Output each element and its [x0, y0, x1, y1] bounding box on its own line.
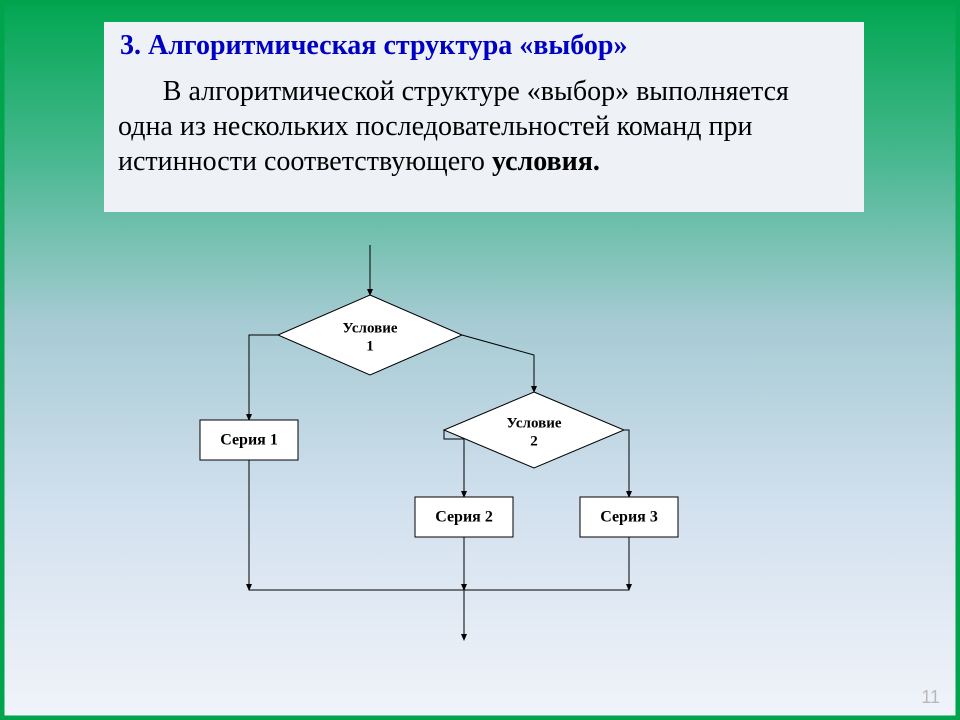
condition-2-diamond-label2: 2	[530, 433, 538, 449]
condition-1-diamond-label2: 1	[366, 338, 374, 354]
series-3-box-label: Серия 3	[600, 509, 658, 526]
series-2-box-label: Серия 2	[435, 509, 493, 526]
section-body: В алгоритмической структуре «выбор» выпо…	[118, 74, 850, 179]
series-1-box-label: Серия 1	[220, 432, 278, 449]
slide: Условие 1 Условие 2 Серия 1 Серия 2 Серия 3 3.…	[0, 0, 960, 720]
text-card: 3. Алгоритмическая структура «выбор» В а…	[104, 22, 864, 212]
section-title: 3. Алгоритмическая структура «выбор»	[120, 30, 850, 62]
page-number: 11	[921, 687, 940, 708]
condition-1-diamond-label: Условие	[343, 320, 398, 336]
condition-2-diamond-label: Условие	[507, 415, 562, 431]
